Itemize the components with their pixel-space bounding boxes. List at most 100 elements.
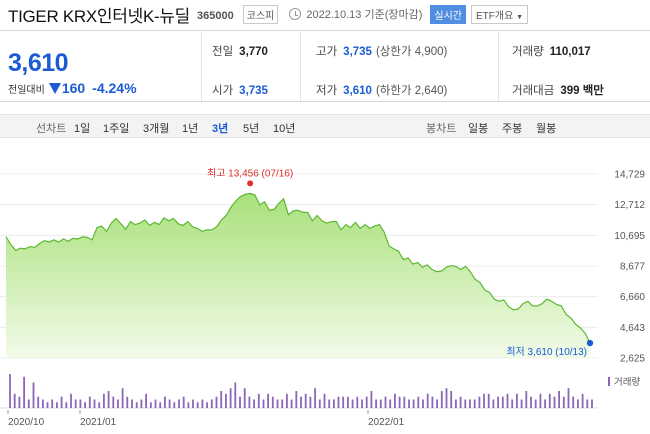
prev-close-value: 3,770: [239, 46, 268, 58]
volume-bar: [567, 388, 570, 408]
volume-bar: [548, 393, 551, 408]
volume-bar: [384, 396, 387, 408]
price-chart[interactable]: 14,729 12,712 10,695 8,677 6,660 4,643 2,625 2…: [0, 150, 650, 434]
period-tab-3m[interactable]: 3개월: [143, 123, 170, 135]
open-value: 3,735: [239, 85, 268, 97]
volume-bar: [140, 399, 143, 408]
volume-bar: [431, 396, 434, 408]
y-axis-labels: 14,729 12,712 10,695 8,677 6,660 4,643 2,625: [614, 170, 645, 365]
volume-bar: [445, 388, 448, 408]
chevron-down-icon: ▼: [516, 13, 524, 21]
volume-bar: [525, 391, 528, 408]
volume-bar: [98, 402, 101, 408]
y-tick-label: 8,677: [620, 262, 645, 273]
price-area: [6, 193, 590, 358]
prev-close-label: 전일: [212, 46, 234, 58]
volume-bar: [337, 396, 340, 408]
volume-bar: [56, 402, 58, 408]
x-axis-labels: 2020/10 2021/01 2022/01: [7, 410, 405, 428]
volume-bar: [375, 399, 377, 408]
y-tick-label: 10,695: [614, 231, 645, 242]
volume-bar: [412, 399, 415, 408]
volume-bar: [192, 399, 194, 408]
volume-bar: [229, 388, 232, 408]
volume-bar: [534, 399, 537, 408]
volume-bar: [257, 393, 260, 408]
volume-bar: [455, 399, 457, 408]
date-text: 2022.10.13 기준(장마감): [306, 9, 423, 21]
x-tick-label: 2022/01: [368, 417, 405, 428]
volume-bar: [314, 388, 316, 408]
volume-bar: [196, 402, 199, 408]
period-tab-1y[interactable]: 1년: [182, 123, 199, 135]
volume-bar: [497, 396, 499, 408]
period-tab-1d[interactable]: 1일: [74, 123, 91, 135]
volume-bar: [408, 399, 410, 408]
volume-bar: [290, 399, 293, 408]
volume-legend-swatch: [608, 376, 610, 386]
etf-overview-button[interactable]: ETF개요 ▼: [471, 4, 529, 24]
y-tick-label: 2,625: [620, 354, 645, 365]
change-label: 전일대비: [8, 84, 45, 96]
period-tab-5y[interactable]: 5년: [243, 123, 260, 135]
volume-bar: [27, 399, 30, 408]
period-tab-3y[interactable]: 3년: [212, 123, 229, 135]
volume-bar: [469, 399, 471, 408]
low-cell: 저가 3,610 (하한가 2,640): [316, 82, 447, 98]
volume-bar: [501, 396, 504, 408]
volume-bar: [370, 391, 373, 408]
price-box: 3,610 전일대비 160 -4.24%: [0, 31, 202, 101]
y-tick-label: 14,729: [614, 170, 645, 181]
volume-bar: [300, 396, 302, 408]
candle-tab-monthly[interactable]: 월봉: [536, 123, 557, 135]
volume-bar: [9, 374, 11, 408]
period-tab-1w[interactable]: 1주일: [103, 123, 130, 135]
volume-bar: [473, 399, 476, 408]
high-marker: [247, 180, 254, 187]
open-label: 시가: [212, 85, 234, 97]
candle-chart-label: 봉차트: [426, 123, 457, 135]
volume-bar: [520, 399, 523, 408]
volume-bar: [173, 402, 176, 408]
volume-bar: [149, 402, 152, 408]
etf-code: 365000: [197, 9, 234, 22]
volume-bar: [281, 399, 284, 408]
volume-bar: [487, 393, 490, 408]
volume-bar: [309, 396, 312, 408]
volume-bars: [0, 374, 598, 409]
header-bar: TIGER KRX인터넷K-뉴딜 365000 코스피 2022.10.13 기…: [0, 0, 650, 28]
volume-bar: [37, 396, 40, 408]
chart-toolbar: 선차트 1일 1주일 3개월 1년 3년 5년 10년 봉차트 일봉 주봉 월봉: [0, 114, 650, 138]
volume-bar: [262, 399, 265, 408]
volume-bar: [422, 399, 424, 408]
candle-tab-daily[interactable]: 일봉: [468, 123, 489, 135]
volume-bar: [530, 396, 532, 408]
volume-bar: [591, 399, 593, 408]
volume-bar: [581, 393, 584, 408]
volume-bar: [351, 399, 354, 408]
volume-bar: [168, 399, 171, 408]
volume-bar: [271, 396, 274, 408]
upper-limit: (상한가 4,900): [375, 46, 448, 58]
volume-bar: [135, 402, 138, 408]
volume-bar: [328, 399, 331, 408]
volume-bar: [304, 393, 307, 408]
volume-bar: [356, 396, 359, 408]
divider: [498, 31, 499, 101]
volume-bar: [154, 399, 157, 408]
volume-bar: [234, 382, 237, 408]
period-tab-10y[interactable]: 10년: [273, 123, 296, 135]
volume-bar: [361, 399, 363, 408]
volume-bar: [74, 399, 77, 408]
volume-bar: [239, 396, 241, 408]
line-chart-label: 선차트: [36, 123, 67, 135]
volume-bar: [32, 382, 35, 408]
volume-bar: [79, 399, 82, 408]
volume-bar: [42, 399, 44, 408]
volume-bar: [516, 393, 518, 408]
realtime-button[interactable]: 실시간: [430, 4, 467, 24]
etf-name: TIGER KRX인터넷K-뉴딜: [8, 6, 191, 26]
candle-tab-weekly[interactable]: 주봉: [502, 123, 523, 135]
open-cell: 시가 3,735: [212, 82, 268, 98]
lower-limit: (하한가 2,640): [375, 85, 448, 97]
